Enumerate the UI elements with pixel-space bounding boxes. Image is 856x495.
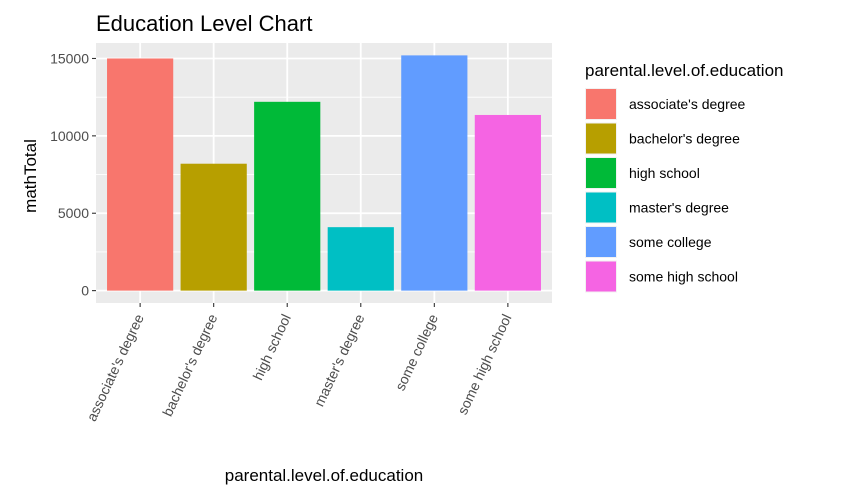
x-axis-title: parental.level.of.education <box>225 466 423 485</box>
x-tick-label: bachelor's degree <box>159 311 220 418</box>
y-axis: 0 5000 10000 15000 <box>50 50 96 299</box>
bar <box>180 163 247 291</box>
legend-items: associate's degree bachelor's degree high … <box>585 88 746 293</box>
legend-label: master's degree <box>629 200 729 216</box>
legend-swatch <box>586 192 616 223</box>
legend-swatch <box>586 227 616 257</box>
x-tick-label: master's degree <box>311 311 368 409</box>
legend-label: associate's degree <box>629 96 746 112</box>
x-tick-label: some high school <box>454 312 515 418</box>
legend-label: some high school <box>629 269 738 285</box>
chart-title: Education Level Chart <box>96 11 312 36</box>
legend-title: parental.level.of.education <box>585 61 783 80</box>
legend-label: high school <box>629 165 700 181</box>
legend-swatch <box>586 158 616 188</box>
legend: parental.level.of.education associate's … <box>585 61 783 293</box>
y-tick-label: 5000 <box>58 205 89 221</box>
y-tick-label: 15000 <box>50 50 89 66</box>
legend-label: bachelor's degree <box>629 131 740 147</box>
bars <box>107 55 541 291</box>
bar <box>107 58 174 291</box>
x-tick-label: some college <box>392 311 441 393</box>
bar <box>401 55 468 291</box>
bar <box>254 101 321 291</box>
legend-swatch <box>586 89 616 119</box>
x-axis: associate's degree bachelor's degree high … <box>83 303 515 424</box>
bar <box>474 114 541 291</box>
legend-swatch <box>586 261 616 292</box>
legend-label: some college <box>629 234 712 250</box>
y-tick-label: 10000 <box>50 128 89 144</box>
y-tick-label: 0 <box>81 283 89 299</box>
x-tick-label: associate's degree <box>83 311 147 423</box>
legend-swatch <box>586 123 616 154</box>
bar <box>327 227 394 291</box>
x-tick-label: high school <box>250 312 294 383</box>
y-axis-title: mathTotal <box>21 139 40 213</box>
